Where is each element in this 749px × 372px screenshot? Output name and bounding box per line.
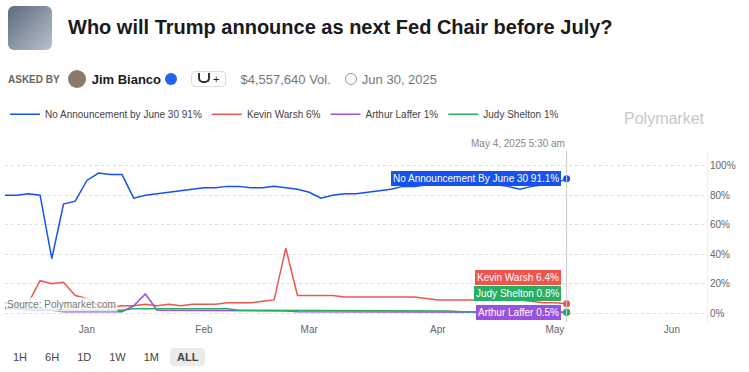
svg-text:Apr: Apr: [430, 324, 446, 335]
svg-text:20%: 20%: [710, 278, 730, 289]
html-text:1H: 1H: [13, 351, 28, 363]
svg-text:0%: 0%: [710, 308, 725, 319]
svg-text:Jun: Jun: [664, 324, 680, 335]
html-text:6H: 6H: [45, 351, 60, 363]
svg-text:May: May: [545, 324, 564, 335]
svg-text:May 4, 2025 5:30 am: May 4, 2025 5:30 am: [471, 138, 565, 149]
svg-text:No Announcement by June 30 91%: No Announcement by June 30 91%: [45, 109, 202, 120]
svg-text:Source: Polymarket.com: Source: Polymarket.com: [7, 299, 116, 310]
svg-text:60%: 60%: [710, 219, 730, 230]
svg-text:Judy Shelton 0.8%: Judy Shelton 0.8%: [476, 288, 559, 299]
svg-text:Kevin Warsh 6%: Kevin Warsh 6%: [247, 109, 321, 120]
svg-text:Arthur Laffer 0.5%: Arthur Laffer 0.5%: [478, 307, 559, 318]
svg-text:Feb: Feb: [195, 324, 213, 335]
html-text:$4,557,640 Vol.: $4,557,640 Vol.: [240, 71, 331, 87]
html-text:Jun 30, 2025: Jun 30, 2025: [361, 71, 437, 87]
html-text:ALL: ALL: [177, 351, 199, 363]
html-text:Jim Bianco: Jim Bianco: [91, 71, 161, 87]
svg-text:Kevin Warsh 6.4%: Kevin Warsh 6.4%: [477, 272, 559, 283]
svg-text:No Announcement By June 30 91.: No Announcement By June 30 91.1%: [393, 173, 559, 184]
html-text:1M: 1M: [143, 351, 159, 363]
html-text:1D: 1D: [77, 351, 92, 363]
svg-text:100%: 100%: [710, 160, 736, 171]
html-text:Who will Trump announce as nex: Who will Trump announce as next Fed Chai…: [68, 16, 613, 38]
html-text:1W: 1W: [109, 351, 126, 363]
svg-text:Jan: Jan: [79, 324, 95, 335]
svg-text:40%: 40%: [710, 249, 730, 260]
svg-text:Polymarket: Polymarket: [624, 110, 705, 127]
svg-text:80%: 80%: [710, 190, 730, 201]
svg-text:Mar: Mar: [301, 324, 319, 335]
svg-text:Arthur Laffer 1%: Arthur Laffer 1%: [366, 109, 439, 120]
svg-text:Judy Shelton 1%: Judy Shelton 1%: [483, 109, 558, 120]
html-text:ASKED BY: ASKED BY: [8, 73, 60, 85]
